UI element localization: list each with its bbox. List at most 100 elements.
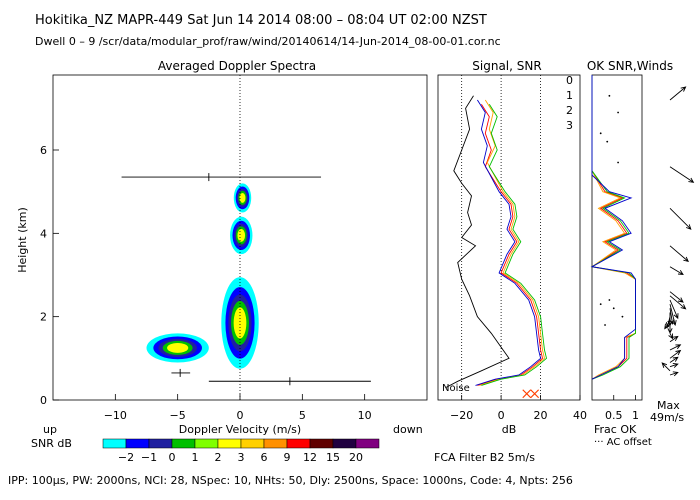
spectra-xtick-label: 5: [299, 409, 306, 422]
spectra-xtick-label: 10: [358, 409, 372, 422]
wind-vector: [669, 371, 679, 377]
ac-offset-dot: [621, 315, 624, 318]
wind-vector: [669, 356, 679, 363]
beam-legend: 0 1 2 3: [566, 74, 573, 132]
colorbar-down-label: down: [393, 423, 423, 436]
wind-vector: [669, 335, 679, 343]
colorbar-tick-label: 0: [169, 451, 176, 464]
ac-offset-dot: [599, 132, 602, 135]
max-value: 49m/s: [650, 411, 684, 424]
colorbar-cell: [125, 438, 150, 449]
wind-vector: [664, 320, 671, 330]
colorbar-cell: [309, 438, 334, 449]
spectra-xtick-label: −10: [104, 409, 127, 422]
colorbar-tick-label: 6: [261, 451, 268, 464]
colorbar-cell: [217, 438, 242, 449]
colorbar-cell: [240, 438, 265, 449]
max-label: Max: [657, 399, 680, 412]
colorbar-cell: [332, 438, 357, 449]
colorbar-cell: [286, 438, 311, 449]
signal-xtick-label: 20: [534, 409, 548, 422]
frac-ok-label: Frac OK: [594, 423, 637, 436]
echo-echo-4km-ring: [237, 229, 246, 242]
ac-offset-dot: [617, 161, 619, 164]
fca-filter-label: FCA Filter B2 5m/s: [434, 451, 535, 464]
colorbar-cell: [355, 438, 380, 449]
ok-xtick-label: 0.5: [605, 409, 623, 422]
colorbar-tick-label: 2: [215, 451, 222, 464]
signal-cross-marker: [522, 389, 532, 399]
colorbar-up-label: up: [43, 423, 57, 436]
wind-vector: [669, 349, 682, 359]
signal-series-line: [481, 103, 548, 386]
spectra-ylabel: Height (km): [16, 207, 29, 273]
snr-colorbar: up down SNR dB −2 −1 0 1 2 3 6 9 12 15 20: [31, 423, 423, 464]
spectra-xlabel: Doppler Velocity (m/s): [179, 423, 301, 436]
spectra-panel: −10 −5 0 5 10 0 2 4 6 Height (km) Doppler Veloci…: [16, 74, 428, 436]
noise-label: Noise: [442, 383, 470, 394]
colorbar-tick-label: 3: [238, 451, 245, 464]
ac-offset-dot: [599, 303, 602, 306]
wind-vector: [669, 266, 684, 276]
ac-offset-dot: [606, 140, 609, 143]
ok-title: OK SNR,Winds: [587, 59, 673, 73]
colorbar-tick-label: 20: [349, 451, 363, 464]
title-line-1: Hokitika_NZ MAPR-449 Sat Jun 14 2014 08:…: [35, 13, 487, 28]
spectra-ytick-label: 4: [40, 227, 47, 240]
wind-vector: [668, 333, 674, 340]
colorbar-tick-label: 12: [303, 451, 317, 464]
signal-xtick-label: 40: [573, 409, 587, 422]
wind-vector: [669, 245, 689, 263]
colorbar-tick-label: 1: [192, 451, 199, 464]
ac-offset-dot: [608, 299, 611, 301]
ac-offset-dot: [608, 94, 611, 97]
colorbar-tick-label: −2: [118, 451, 134, 464]
wind-vector: [669, 299, 679, 320]
wind-vector: [669, 344, 682, 351]
wind-vector: [667, 325, 673, 334]
wind-vector: [661, 362, 671, 372]
spectra-ytick-label: 2: [40, 311, 47, 324]
ok-series-line: [590, 75, 636, 380]
spectra-ytick-label: 0: [40, 394, 47, 407]
ok-series-line: [590, 75, 636, 380]
signal-xtick-label: −20: [450, 409, 473, 422]
signal-series-line: [475, 99, 542, 386]
ok-xtick-label: 1: [632, 409, 639, 422]
echo-ground-clutter-ring: [167, 342, 189, 353]
beam-label-0: 0: [566, 74, 573, 87]
ac-offset-dot: [604, 324, 606, 326]
colorbar-cell: [194, 438, 219, 449]
beam-label-2: 2: [566, 104, 573, 117]
colorbar-tick-label: 9: [284, 451, 291, 464]
ac-offset-dot: [617, 111, 619, 114]
ok-series-line: [590, 75, 636, 380]
colorbar-cell: [263, 438, 288, 449]
footer-params: IPP: 100μs, PW: 2000ns, NCI: 28, NSpec: …: [8, 474, 573, 487]
beam-label-3: 3: [566, 119, 573, 132]
spectra-ytick-label: 6: [40, 144, 47, 157]
wind-vector: [669, 362, 679, 368]
signal-title: Signal, SNR: [472, 59, 541, 73]
wind-vector: [669, 86, 687, 101]
signal-series-line: [479, 99, 546, 386]
spectra-xtick-label: 0: [237, 409, 244, 422]
signal-series: −20 0 20 40: [445, 75, 587, 422]
ok-frame: [591, 74, 643, 401]
beam-label-1: 1: [566, 89, 573, 102]
wind-vectors: [661, 86, 695, 377]
spectra-axes: −10 −5 0 5 10 0 2 4 6: [40, 144, 372, 422]
colorbar-cell: [171, 438, 196, 449]
colorbar-tick-label: 15: [326, 451, 340, 464]
colorbar-cell: [102, 438, 127, 449]
signal-xtick-label: 0: [498, 409, 505, 422]
signal-frame: [437, 74, 581, 401]
colorbar-tick-label: −1: [141, 451, 157, 464]
ok-panel: 0.5 1 0 1 2 3 Frac OK ··· AC offset: [566, 74, 652, 448]
spectra-xtick-label: −5: [170, 409, 186, 422]
ac-offset-dot: [612, 307, 615, 310]
ok-series-line: [590, 75, 636, 380]
spectra-title: Averaged Doppler Spectra: [158, 59, 316, 73]
wind-vector: [669, 295, 687, 310]
